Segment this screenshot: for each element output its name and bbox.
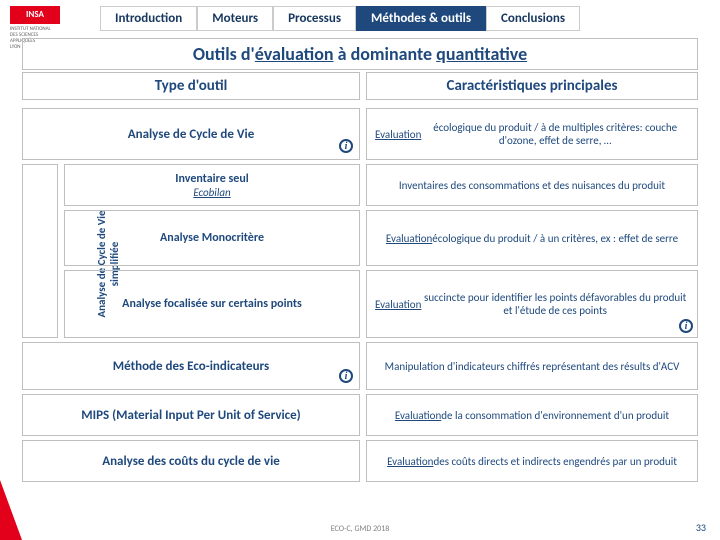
info-icon[interactable]: i xyxy=(679,319,693,333)
characteristics-cell: Evaluation des coûts directs et indirect… xyxy=(366,440,698,482)
breadcrumb-nav: Introduction Moteurs Processus Méthodes … xyxy=(100,6,690,31)
characteristics-cell: Inventaires des consommations et des nui… xyxy=(366,164,698,206)
col-header-characteristics: Caractéristiques principales xyxy=(366,72,698,100)
page-number: 33 xyxy=(696,521,706,534)
characteristics-cell: Evaluation écologique du produit / à un … xyxy=(366,210,698,266)
characteristics-cell: Evaluation succincte pour identifier les… xyxy=(366,270,698,338)
tool-type-cell: Inventaire seulEcobilan xyxy=(64,164,360,206)
tool-type-cell: Analyse focalisée sur certains points xyxy=(64,270,360,338)
characteristics-cell: Manipulation d'indicateurs chiffrés repr… xyxy=(366,342,698,390)
table-body: Analyse de Cycle de VieiEvaluation écolo… xyxy=(22,108,698,486)
footer: ECO-C, GMD 2018 33 xyxy=(0,524,720,534)
tool-type-cell: Analyse des coûts du cycle de vie xyxy=(22,440,360,482)
footer-center: ECO-C, GMD 2018 xyxy=(0,524,720,534)
tool-type-cell: MIPS (Material Input Per Unit of Service… xyxy=(22,394,360,436)
tool-type-cell: Analyse Monocritère xyxy=(64,210,360,266)
tool-type-cell: Analyse de Cycle de Viei xyxy=(22,108,360,160)
info-icon[interactable]: i xyxy=(339,139,353,153)
characteristics-cell: Evaluation écologique du produit / à de … xyxy=(366,108,698,160)
tool-type-cell: Méthode des Eco-indicateursi xyxy=(22,342,360,390)
tab-introduction[interactable]: Introduction xyxy=(100,6,197,31)
logo: INSA xyxy=(10,6,60,24)
info-icon[interactable]: i xyxy=(339,369,353,383)
table-header: Type d'outil Caractéristiques principale… xyxy=(22,72,698,100)
col-header-type: Type d'outil xyxy=(22,72,360,100)
characteristics-cell: Evaluation de la consommation d'environn… xyxy=(366,394,698,436)
tab-processus[interactable]: Processus xyxy=(273,6,356,31)
page-title: Outils d'évaluation à dominante quantita… xyxy=(22,38,698,70)
tab-moteurs[interactable]: Moteurs xyxy=(197,6,273,31)
tab-methodes[interactable]: Méthodes & outils xyxy=(356,6,486,31)
tab-conclusions[interactable]: Conclusions xyxy=(486,6,580,31)
